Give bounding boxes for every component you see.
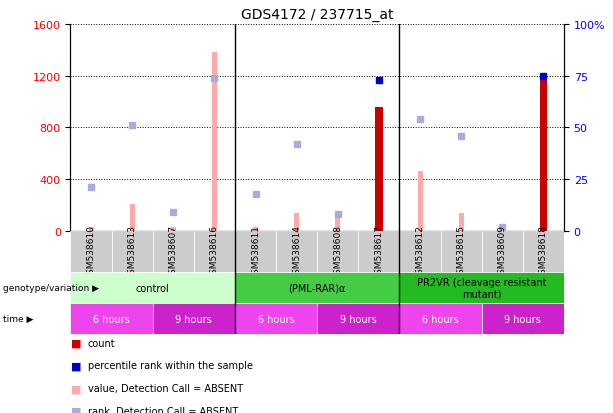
Text: GSM538608: GSM538608 <box>333 225 342 279</box>
Text: 9 hours: 9 hours <box>504 314 541 324</box>
Text: GSM538616: GSM538616 <box>210 225 219 279</box>
Bar <box>400 273 564 304</box>
Bar <box>89 228 94 231</box>
Bar <box>459 213 463 231</box>
Text: GSM538609: GSM538609 <box>498 225 507 279</box>
Text: percentile rank within the sample: percentile rank within the sample <box>88 361 253 370</box>
Bar <box>400 304 482 335</box>
Text: 9 hours: 9 hours <box>340 314 377 324</box>
Bar <box>335 214 340 231</box>
Bar <box>153 304 235 335</box>
Bar <box>171 228 176 231</box>
Text: GSM538612: GSM538612 <box>416 225 425 279</box>
Text: PR2VR (cleavage resistant
mutant): PR2VR (cleavage resistant mutant) <box>417 277 546 299</box>
Text: ■: ■ <box>70 361 81 370</box>
Bar <box>70 304 153 335</box>
Text: ■: ■ <box>70 406 81 413</box>
Bar <box>70 231 112 273</box>
Title: GDS4172 / 237715_at: GDS4172 / 237715_at <box>241 8 394 22</box>
Text: control: control <box>136 283 170 293</box>
Text: GSM538614: GSM538614 <box>292 225 301 279</box>
Text: value, Detection Call = ABSENT: value, Detection Call = ABSENT <box>88 383 243 393</box>
Bar <box>253 228 258 231</box>
Text: 6 hours: 6 hours <box>422 314 459 324</box>
Bar <box>294 213 299 231</box>
Text: 6 hours: 6 hours <box>93 314 130 324</box>
Text: 9 hours: 9 hours <box>175 314 212 324</box>
Bar <box>441 231 482 273</box>
Text: genotype/variation ▶: genotype/variation ▶ <box>3 284 99 292</box>
Text: GSM538613: GSM538613 <box>128 225 137 279</box>
Bar <box>318 304 400 335</box>
Text: (PML-RAR)α: (PML-RAR)α <box>289 283 346 293</box>
Bar <box>276 231 318 273</box>
Bar <box>112 231 153 273</box>
Bar <box>212 53 217 231</box>
Bar <box>235 231 276 273</box>
Text: GSM538618: GSM538618 <box>539 225 548 279</box>
Text: GSM538617: GSM538617 <box>375 225 383 279</box>
Text: GSM538611: GSM538611 <box>251 225 260 279</box>
Bar <box>130 204 135 231</box>
Text: 6 hours: 6 hours <box>257 314 294 324</box>
Text: time ▶: time ▶ <box>3 315 34 323</box>
Bar <box>417 172 422 231</box>
Bar <box>235 304 318 335</box>
Bar <box>359 231 400 273</box>
Text: rank, Detection Call = ABSENT: rank, Detection Call = ABSENT <box>88 406 238 413</box>
Bar <box>375 107 383 231</box>
Text: count: count <box>88 338 115 348</box>
Bar <box>194 231 235 273</box>
Text: ■: ■ <box>70 338 81 348</box>
Text: GSM538607: GSM538607 <box>169 225 178 279</box>
Bar <box>400 231 441 273</box>
Bar <box>318 231 359 273</box>
Bar <box>482 231 523 273</box>
Bar <box>153 231 194 273</box>
Bar <box>482 304 564 335</box>
Bar <box>539 74 547 231</box>
Bar <box>500 228 504 231</box>
Bar <box>70 273 235 304</box>
Text: ■: ■ <box>70 383 81 393</box>
Bar <box>235 273 400 304</box>
Bar <box>523 231 564 273</box>
Text: GSM538615: GSM538615 <box>457 225 466 279</box>
Text: GSM538610: GSM538610 <box>86 225 96 279</box>
